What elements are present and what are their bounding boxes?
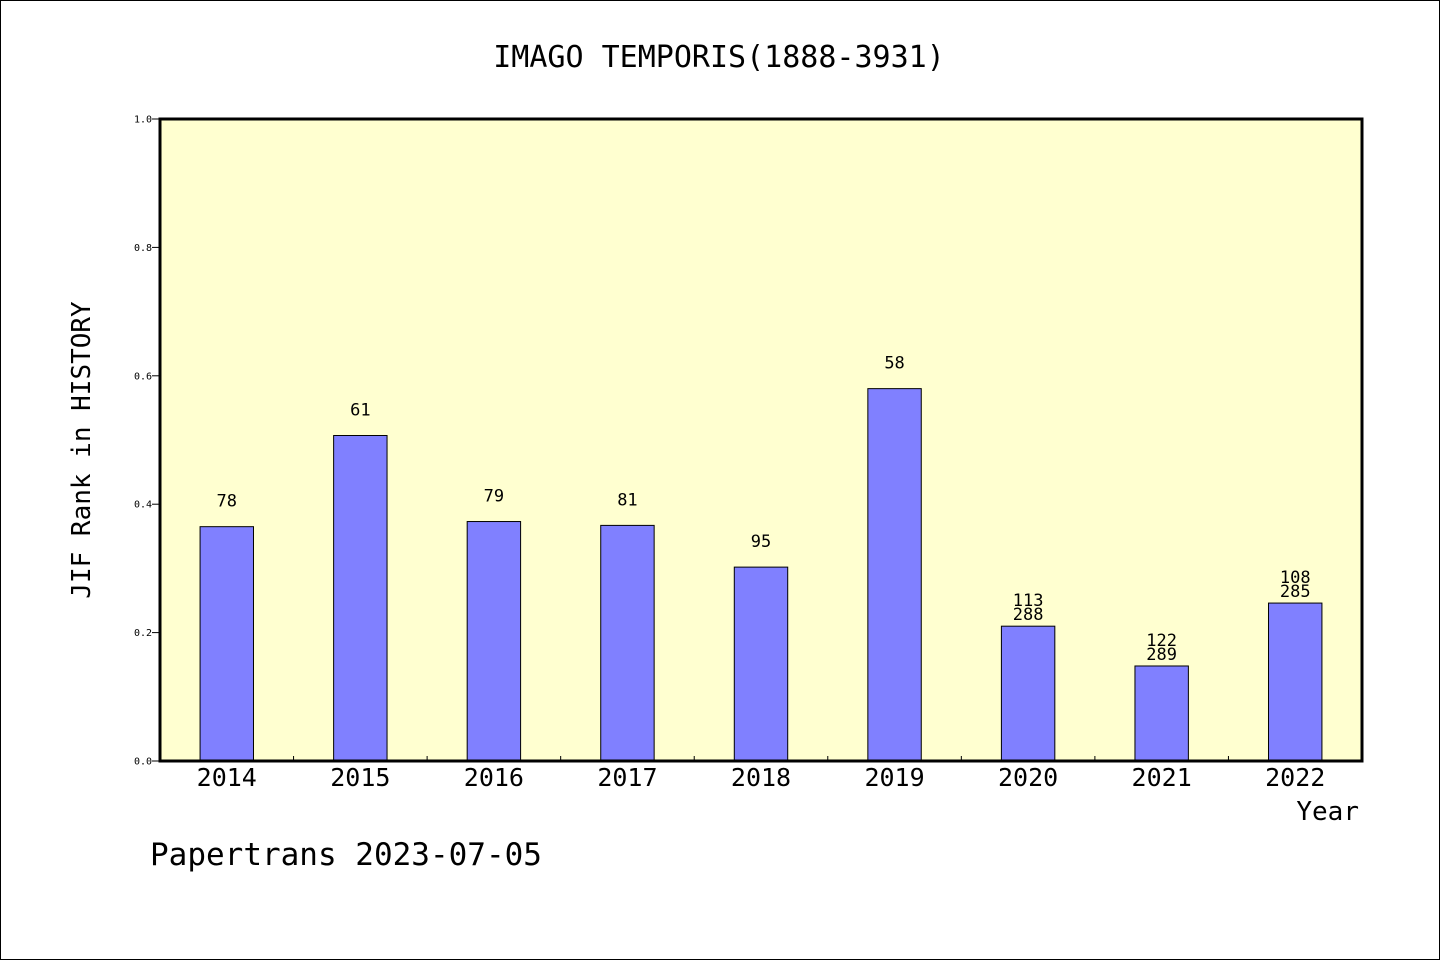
bar-value-label: 81 <box>617 490 637 510</box>
x-tick-label: 2017 <box>597 763 657 792</box>
x-tick-label: 2015 <box>330 763 390 792</box>
plot-border <box>158 117 1364 763</box>
bar-value-label: 289 <box>1146 645 1177 665</box>
y-tick-label: 0.0 <box>134 757 152 768</box>
bar-value-label: 113 <box>1013 591 1044 611</box>
bar-value-label: 95 <box>751 532 771 552</box>
x-tick-label: 2016 <box>464 763 524 792</box>
bar <box>1000 625 1056 762</box>
bar-value-label: 122 <box>1146 631 1177 651</box>
bar-value-label: 78 <box>217 492 237 512</box>
x-tick-label: 2022 <box>1265 763 1325 792</box>
labels-layer: 0.0 0.2 0.4 0.6 0.8 1.0 2014 78 2015 61 2016 79 2017… <box>134 115 1325 793</box>
x-tick-label: 2019 <box>864 763 924 792</box>
y-axis-label: JIF Rank in HISTORY <box>67 301 97 599</box>
x-tick-label: 2018 <box>731 763 791 792</box>
y-tick-label: 0.4 <box>134 500 152 511</box>
bar <box>333 435 388 762</box>
bar <box>867 388 922 762</box>
bar-value-label: 285 <box>1280 582 1311 602</box>
bar <box>600 524 655 762</box>
x-tick-label: 2020 <box>998 763 1058 792</box>
bar <box>199 526 254 762</box>
bar <box>1134 665 1189 762</box>
bar <box>733 566 789 762</box>
x-tick-label: 2021 <box>1132 763 1192 792</box>
chart-title: IMAGO TEMPORIS(1888-3931) <box>493 40 945 75</box>
x-tick-label: 2014 <box>197 763 257 792</box>
y-tick-label: 0.6 <box>134 371 152 382</box>
bar <box>466 521 522 762</box>
y-tick-label: 0.2 <box>134 628 152 639</box>
y-tick-label: 1.0 <box>134 115 152 126</box>
x-axis-label: Year <box>1296 797 1359 827</box>
footer-credit: Papertrans 2023-07-05 <box>150 837 542 873</box>
y-tick-label: 0.8 <box>134 243 152 254</box>
bar-value-label: 288 <box>1013 605 1044 625</box>
bar-value-label: 79 <box>484 487 504 507</box>
bar-value-label: 61 <box>350 401 370 421</box>
bar-value-label: 58 <box>884 354 904 374</box>
bar <box>1268 602 1323 762</box>
bars-layer <box>199 388 1323 762</box>
bar-value-label: 108 <box>1280 568 1311 588</box>
